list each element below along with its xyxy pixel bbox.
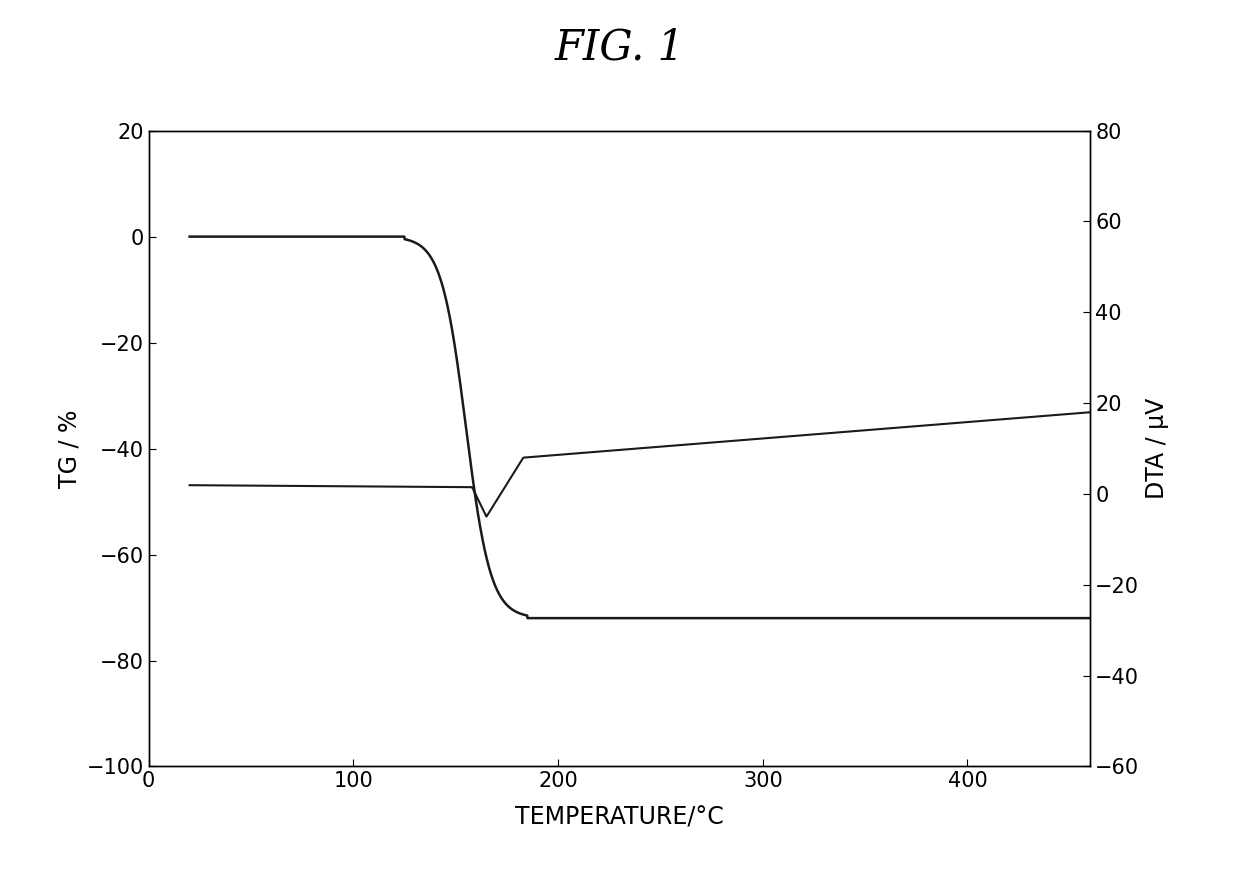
Y-axis label: DTA / μV: DTA / μV xyxy=(1145,398,1168,499)
Text: FIG. 1: FIG. 1 xyxy=(554,26,685,68)
X-axis label: TEMPERATURE/°C: TEMPERATURE/°C xyxy=(515,805,724,829)
Y-axis label: TG / %: TG / % xyxy=(57,409,81,488)
